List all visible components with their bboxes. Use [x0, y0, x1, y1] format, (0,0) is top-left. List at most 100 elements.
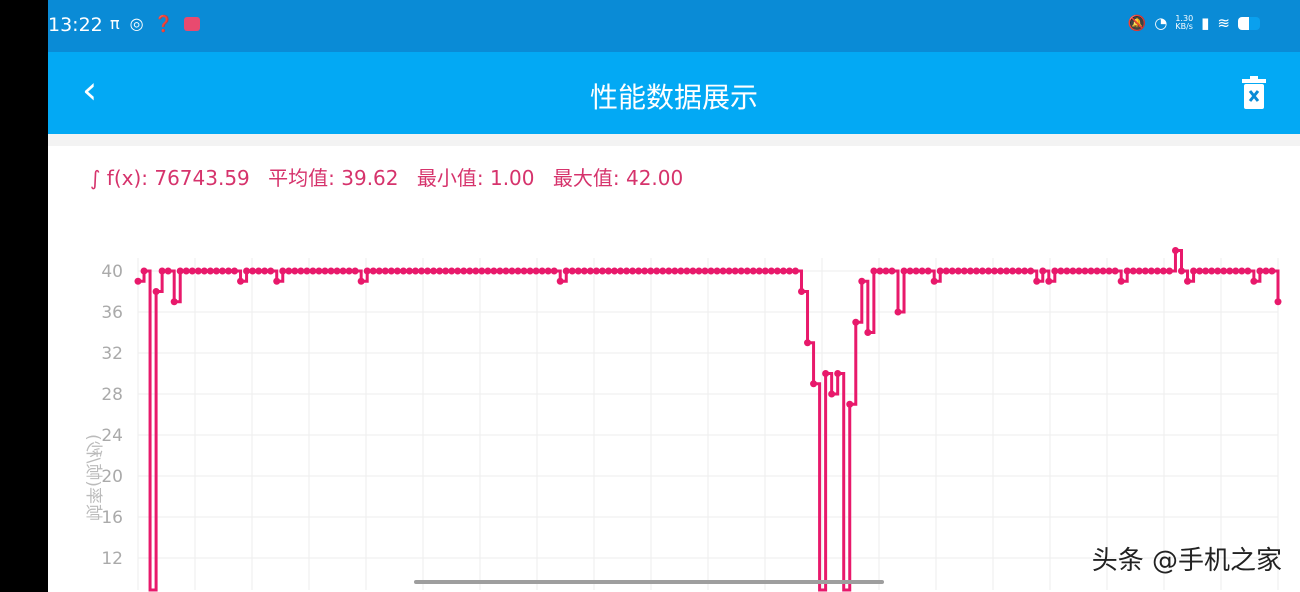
data-point — [906, 267, 914, 275]
data-point — [460, 267, 468, 275]
data-point — [1262, 267, 1270, 275]
data-point — [954, 267, 962, 275]
data-point — [200, 267, 208, 275]
data-point — [731, 267, 739, 275]
data-point — [357, 277, 365, 285]
data-point — [212, 267, 220, 275]
data-point — [761, 267, 769, 275]
data-point — [1105, 267, 1113, 275]
watermark: 头条 @手机之家 — [1091, 546, 1282, 576]
data-point — [285, 267, 293, 275]
data-point — [1027, 267, 1035, 275]
data-point — [586, 267, 594, 275]
data-point — [629, 267, 637, 275]
data-point — [972, 267, 980, 275]
data-point — [942, 267, 950, 275]
data-point — [152, 288, 160, 295]
data-point — [315, 267, 323, 275]
data-point — [466, 267, 474, 275]
data-point — [411, 267, 419, 275]
data-point — [1190, 267, 1198, 275]
data-point — [846, 400, 854, 408]
data-point — [261, 267, 269, 275]
home-indicator[interactable] — [414, 580, 884, 584]
data-point — [297, 267, 305, 275]
data-point — [713, 267, 721, 275]
data-point — [930, 277, 938, 285]
y-axis-label: 帧率(帧/秒) — [83, 434, 103, 521]
data-point — [918, 267, 926, 275]
data-point — [888, 267, 896, 275]
help-icon: ❓ — [153, 14, 174, 33]
data-point — [707, 267, 715, 275]
data-point — [677, 267, 685, 275]
data-point — [900, 267, 908, 275]
data-point — [876, 267, 884, 275]
stat-max: 最大值: 42.00 — [552, 166, 684, 190]
data-point — [496, 267, 504, 275]
data-point — [472, 267, 480, 275]
data-point — [719, 267, 727, 275]
data-point — [641, 267, 649, 275]
data-point — [1208, 267, 1216, 275]
data-point — [852, 318, 860, 326]
data-point — [237, 277, 245, 285]
data-point — [1111, 267, 1119, 275]
data-point — [791, 267, 799, 275]
data-point — [490, 267, 498, 275]
status-time: 13:22 — [48, 14, 103, 36]
data-point — [834, 370, 842, 377]
data-point — [1135, 267, 1143, 275]
data-point — [1214, 267, 1222, 275]
data-point — [580, 267, 588, 275]
data-point — [1087, 267, 1095, 275]
data-point — [683, 267, 691, 275]
data-point — [1021, 267, 1029, 275]
data-point — [351, 267, 359, 275]
network-speed: 1.30 KB/s — [1175, 14, 1194, 31]
data-point — [550, 267, 558, 275]
data-point — [399, 267, 407, 275]
data-point — [948, 267, 956, 275]
data-point — [1238, 267, 1246, 275]
data-point — [978, 267, 986, 275]
data-point — [1045, 277, 1053, 285]
data-point — [1057, 267, 1065, 275]
speedometer-icon: ◔ — [1154, 14, 1168, 32]
data-point — [797, 288, 805, 295]
wifi-icon: ≋ — [1217, 14, 1230, 32]
data-point — [1099, 267, 1107, 275]
back-button[interactable]: ‹ — [82, 70, 97, 110]
data-point — [1244, 267, 1252, 275]
data-point — [387, 267, 395, 275]
data-point — [1141, 267, 1149, 275]
data-point — [1250, 277, 1258, 285]
data-point — [327, 267, 335, 275]
data-point — [442, 267, 450, 275]
stats-summary: ∫ f(x): 76743.59 平均值: 39.62 最小值: 1.00 最大… — [90, 162, 695, 191]
data-point — [767, 267, 775, 275]
data-point — [592, 267, 600, 275]
data-point — [140, 267, 148, 275]
y-tick-label: 36 — [101, 303, 123, 323]
data-point — [822, 370, 830, 377]
data-point — [303, 267, 311, 275]
data-point — [737, 267, 745, 275]
data-point — [779, 267, 787, 275]
sim-icon: ▮ — [1201, 14, 1210, 32]
data-point — [991, 267, 999, 275]
data-point — [617, 267, 625, 275]
delete-button[interactable] — [1242, 76, 1266, 110]
data-point — [532, 267, 540, 275]
y-tick-label: 40 — [101, 262, 123, 282]
data-point — [1069, 267, 1077, 275]
data-point — [623, 267, 631, 275]
mute-icon: 🔕 — [1127, 14, 1147, 32]
data-point — [864, 329, 872, 336]
data-point — [912, 267, 920, 275]
data-point — [417, 267, 425, 275]
data-point — [526, 267, 534, 275]
data-point — [502, 267, 510, 275]
data-point — [224, 267, 232, 275]
data-point — [725, 267, 733, 275]
